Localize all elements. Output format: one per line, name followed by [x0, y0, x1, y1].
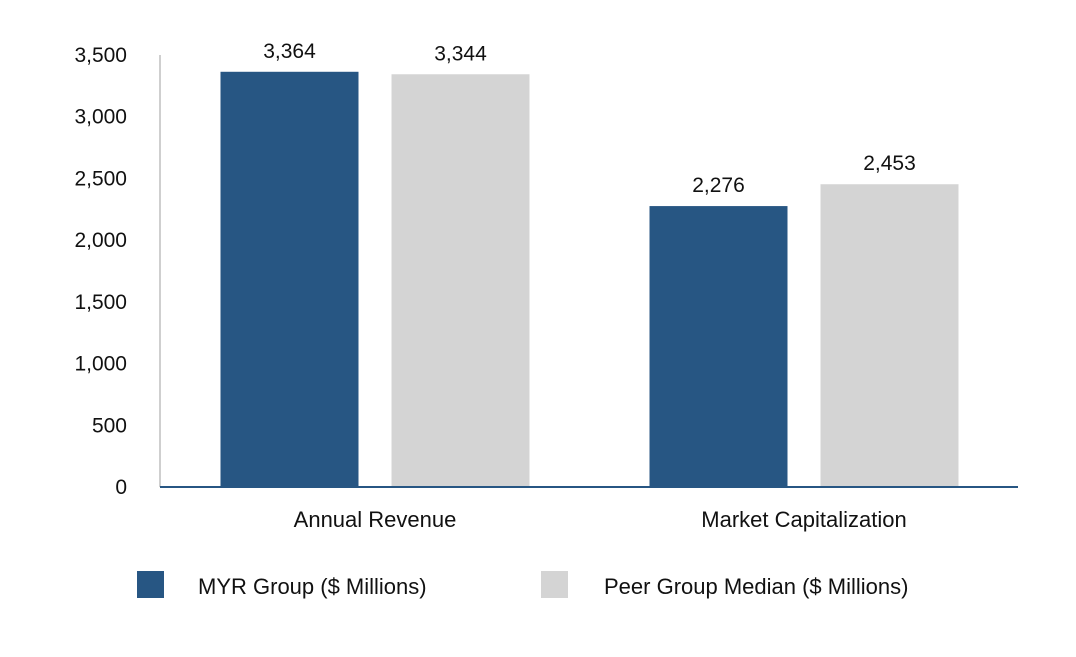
bars [220, 71, 959, 488]
data-label: 3,364 [263, 40, 316, 63]
bar [220, 71, 359, 487]
data-label: 2,453 [863, 152, 916, 175]
legend: MYR Group ($ Millions) Peer Group Median … [137, 571, 908, 599]
y-tick-label: 0 [115, 476, 127, 499]
x-tick-label: Annual Revenue [294, 507, 457, 532]
legend-label: Peer Group Median ($ Millions) [604, 574, 908, 599]
legend-label: MYR Group ($ Millions) [198, 574, 427, 599]
data-label: 3,344 [434, 42, 487, 65]
legend-swatch [541, 571, 568, 598]
x-tick-label: Market Capitalization [701, 507, 906, 532]
value-labels: 3,364 3,344 2,276 2,453 [263, 40, 916, 197]
x-axis: Annual Revenue Market Capitalization [160, 486, 1018, 532]
bar [391, 74, 530, 488]
y-tick-label: 500 [92, 414, 127, 437]
y-tick-label: 3,000 [74, 106, 127, 129]
y-tick-label: 2,500 [74, 167, 127, 190]
y-tick-label: 2,000 [74, 229, 127, 252]
y-axis: 0 500 1,000 1,500 2,000 2,500 3,000 3,500 [74, 44, 161, 499]
bar [820, 184, 959, 487]
y-tick-label: 1,000 [74, 353, 127, 376]
y-tick-label: 3,500 [74, 44, 127, 67]
data-label: 2,276 [692, 174, 745, 197]
y-tick-label: 1,500 [74, 291, 127, 314]
bar [649, 206, 788, 487]
legend-swatch [137, 571, 164, 598]
